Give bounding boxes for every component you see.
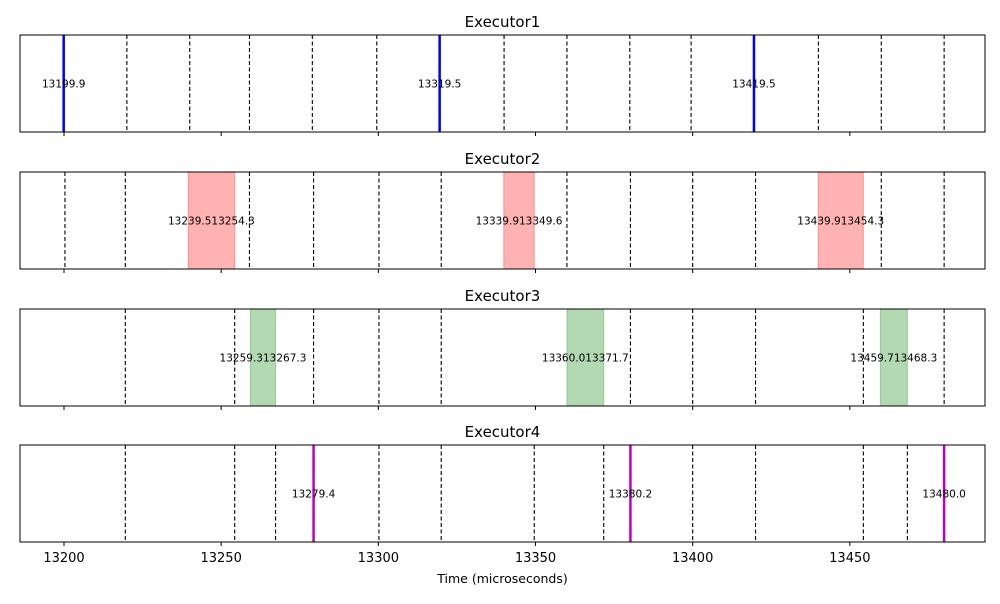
x-axis-label: Time (microseconds)	[436, 571, 567, 586]
event-label: 13239.513254.3	[168, 216, 255, 228]
x-tick-label: 13300	[358, 551, 399, 566]
panel-3: Executor3 13259.313267.3 13360.013371.7 134…	[19, 287, 986, 410]
x-tick-label: 13400	[672, 551, 713, 566]
x-tick-label: 13450	[829, 551, 870, 566]
event-label: 13199.9	[42, 79, 85, 91]
x-tick-label: 13350	[515, 551, 556, 566]
panel-background	[20, 35, 985, 132]
event-label: 13480.0	[922, 489, 965, 501]
panel-title: Executor1	[465, 13, 541, 31]
event-label: 13419.5	[732, 79, 775, 91]
event-label: 13339.913349.6	[476, 216, 563, 228]
event-span	[187, 171, 236, 270]
event-label: 13360.013371.7	[542, 353, 629, 365]
event-label: 13319.5	[418, 79, 461, 91]
panel-background	[20, 309, 985, 406]
event-label: 13380.2	[609, 489, 652, 501]
panel-frame	[19, 34, 986, 133]
event-span	[566, 308, 605, 407]
event-label: 13459.713468.3	[850, 353, 937, 365]
panel-1: Executor1 13199.9 13319.5 13419.5	[19, 13, 986, 136]
panel-title: Executor2	[465, 150, 541, 168]
x-tick-label: 13200	[43, 551, 84, 566]
panel-frame	[19, 308, 986, 407]
panel-title: Executor4	[465, 423, 541, 441]
panel-2: Executor2 13239.513254.3 13339.913349.6 134…	[19, 150, 986, 273]
panel-frame	[19, 171, 986, 270]
panel-title: Executor3	[465, 287, 541, 305]
panel-background	[20, 445, 985, 542]
event-label: 13259.313267.3	[220, 353, 307, 365]
event-label: 13439.913454.3	[797, 216, 884, 228]
panel-4: Executor4 13279.4 13380.2 13480.0	[19, 423, 986, 546]
x-tick-label: 13250	[200, 551, 241, 566]
event-span	[249, 308, 277, 407]
panel-background	[20, 172, 985, 269]
event-label: 13279.4	[292, 489, 336, 501]
panel-frame	[19, 444, 986, 543]
